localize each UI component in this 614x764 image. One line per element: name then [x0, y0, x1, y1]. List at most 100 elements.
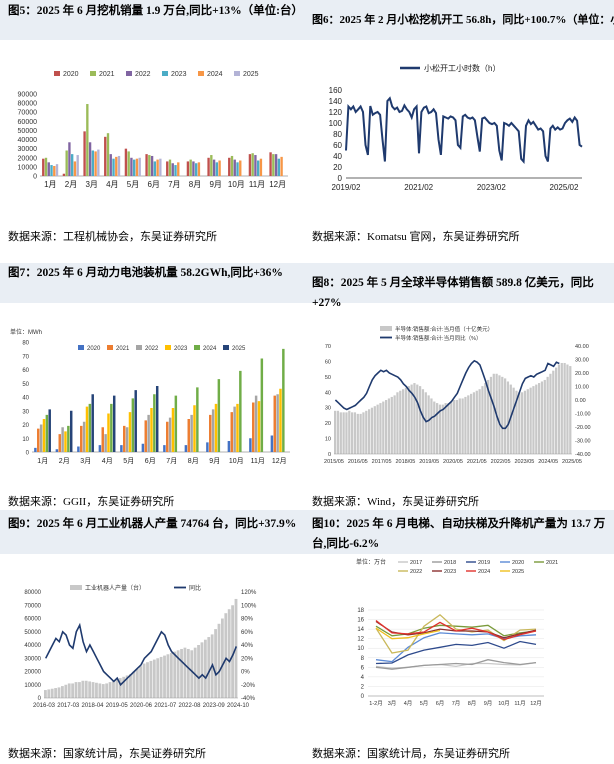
x-tick-label: 2018-04 [81, 703, 104, 709]
bar-2023 [257, 160, 260, 176]
bar-value [475, 390, 478, 454]
bar-2021 [148, 155, 151, 176]
x-tick-label: 2018/05 [395, 459, 415, 465]
x-tick-label: 11月 [251, 457, 265, 465]
chart-fig7-svg: 0 10 20 30 40 50 60 70 80 1月 2月 3月 4月 5月 6月 7月 8月 9月 10月 11… [10, 328, 290, 465]
bar-value [489, 376, 493, 454]
bar-2022 [233, 406, 236, 452]
bar-value [353, 412, 357, 454]
legend-label-2021: 2021 [116, 346, 130, 352]
legend-label-2023: 2023 [174, 346, 188, 352]
x-tick-label: 2019/05 [419, 459, 439, 465]
x-tick-label: 9月 [484, 700, 493, 707]
bar-value [535, 384, 538, 454]
y-tick-label: 20 [333, 163, 342, 172]
legend-swatch-2025 [223, 345, 229, 350]
bar-value [385, 400, 388, 454]
bar-2021 [272, 154, 275, 176]
y-tick-label: 50 [22, 382, 29, 388]
bar-2022 [192, 161, 195, 176]
bar-value [224, 613, 228, 698]
chart-fig5-svg: 0 10000 20000 30000 40000 50000 60000 70000 8000… [18, 71, 288, 189]
y-tick-label: 14 [357, 627, 364, 633]
series-line-yoy [44, 622, 238, 687]
bar-value [382, 401, 385, 454]
bar-value [430, 398, 433, 454]
x-tick-label: 7月 [166, 457, 177, 465]
bar-value [444, 403, 447, 454]
legend-label-2025: 2025 [512, 569, 524, 575]
y-tick-label-left: 20000 [24, 670, 41, 676]
legend-label-2022: 2022 [145, 346, 159, 352]
bar-value [540, 381, 544, 454]
bar-value [220, 618, 224, 698]
y-tick-label: 160 [329, 86, 343, 95]
x-tick-label: 6月 [436, 700, 445, 707]
bar-value [74, 682, 78, 698]
legend-label-2024: 2024 [478, 569, 490, 575]
bar-value [438, 404, 442, 454]
bar-value [373, 406, 376, 454]
x-tick-label: 2023-09 [203, 703, 226, 709]
y-axis-label: 单位：万台 [356, 558, 386, 566]
bar-2024 [67, 425, 70, 452]
legend-swatch-bar [70, 585, 82, 590]
legend-swatch-2025 [234, 71, 240, 76]
bar-value [504, 378, 507, 454]
bar-value [404, 387, 408, 454]
legend-swatch-2023 [165, 345, 171, 350]
bar-value [61, 686, 64, 698]
y-tick-label-left: 30000 [24, 656, 41, 662]
x-tick-label: 10月 [229, 457, 244, 465]
bar-2023 [193, 405, 196, 452]
y-tick-label-right: 100% [241, 603, 257, 609]
bar-value [142, 663, 146, 698]
bar-2020 [77, 446, 80, 452]
bar-2023 [64, 431, 67, 452]
bar-value [180, 648, 183, 698]
y-tick-label: 30000 [18, 146, 38, 153]
bar-value [427, 395, 430, 454]
bar-value [436, 403, 439, 454]
legend-label-2023: 2023 [171, 71, 187, 78]
bar-value [523, 390, 527, 454]
bar-2023 [133, 159, 136, 176]
bar-value [359, 413, 362, 454]
bar-2021 [273, 395, 276, 452]
source-fig8: 数据来源：Wind，东吴证券研究所 [312, 496, 479, 508]
y-tick-label-right: 10.00 [575, 385, 589, 391]
y-tick-label: 70 [22, 354, 29, 360]
bar-value [518, 392, 521, 454]
bar-2021 [230, 155, 234, 176]
chart-fig8: 0 10 20 30 40 50 60 70 -40.00 -30.00 -20.00 -10.00 0… [316, 320, 606, 470]
y-tick-label: 0 [33, 174, 37, 181]
y-tick-label-left: 80000 [24, 590, 41, 596]
y-tick-label: 140 [329, 97, 343, 106]
bar-value [176, 650, 180, 698]
bar-value [543, 379, 546, 454]
bar-value [569, 366, 572, 454]
bar-2024 [110, 403, 113, 452]
bar-2021 [65, 150, 68, 176]
y-tick-label: 16 [357, 618, 364, 624]
bar-2021 [44, 157, 48, 176]
legend-label-2025: 2025 [243, 71, 259, 78]
legend-label-2017: 2017 [410, 560, 422, 566]
bar-value [166, 654, 170, 698]
bar-value [368, 409, 371, 454]
y-tick-label: 2 [361, 684, 365, 690]
series-line-2024 [375, 619, 537, 641]
bar-value [549, 373, 552, 454]
bar-2022 [254, 155, 257, 176]
legend-swatch-2024 [194, 345, 200, 350]
x-tick-label: 2019-05 [106, 703, 129, 709]
bar-2023 [128, 412, 132, 452]
bar-2021 [189, 159, 192, 176]
y-tick-label: 18 [357, 608, 364, 614]
legend-label-2021: 2021 [546, 560, 558, 566]
legend-label-2025: 2025 [232, 346, 246, 352]
bar-value [190, 650, 194, 698]
bar-2021 [168, 159, 172, 176]
bar-value [421, 389, 425, 454]
bar-value [560, 362, 563, 454]
